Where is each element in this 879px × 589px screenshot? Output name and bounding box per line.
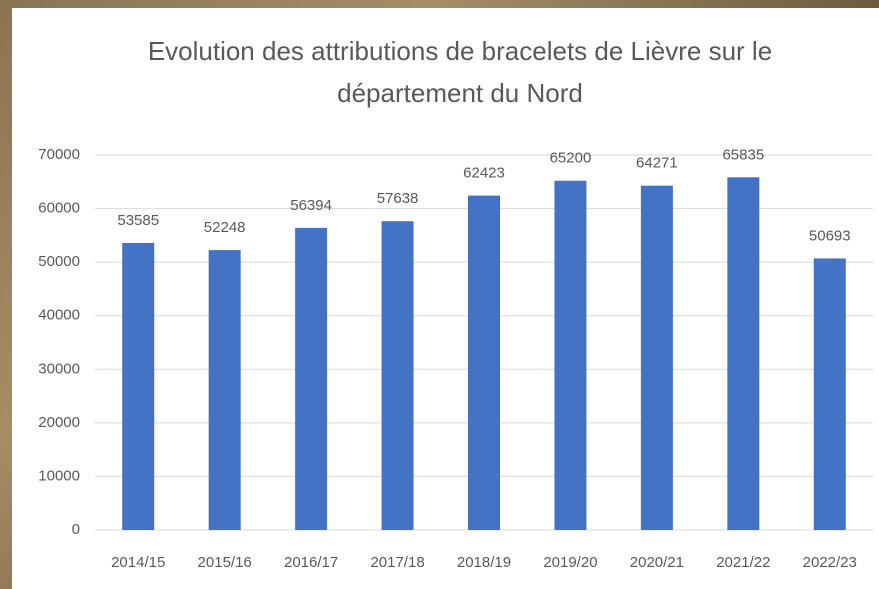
bar	[727, 177, 759, 530]
chart-title: Evolution des attributions de bracelets …	[110, 30, 810, 114]
x-tick-label: 2021/22	[716, 554, 770, 571]
bar	[209, 250, 241, 530]
data-label: 53585	[117, 212, 159, 229]
x-tick-label: 2020/21	[630, 554, 684, 571]
data-label: 65200	[550, 150, 592, 167]
data-label: 64271	[636, 155, 678, 172]
y-tick-label: 40000	[38, 307, 80, 324]
x-tick-label: 2018/19	[457, 554, 511, 571]
data-label: 52248	[204, 219, 246, 236]
x-tick-label: 2015/16	[198, 554, 252, 571]
bar	[554, 181, 586, 530]
bar	[468, 196, 500, 530]
data-label: 65835	[722, 146, 764, 163]
y-tick-label: 70000	[38, 146, 80, 163]
y-tick-label: 60000	[38, 200, 80, 217]
data-label: 62423	[463, 165, 505, 182]
data-label: 50693	[809, 227, 851, 244]
bar	[641, 186, 673, 530]
x-tick-label: 2017/18	[370, 554, 424, 571]
x-tick-label: 2014/15	[111, 554, 165, 571]
y-tick-label: 0	[72, 521, 80, 538]
data-label: 57638	[377, 190, 419, 207]
screen: 0 10000 20000 30000 40000 50000 60000 70000 2014…	[0, 0, 879, 589]
y-tick-label: 30000	[38, 360, 80, 377]
bar	[382, 221, 414, 530]
bar	[295, 228, 327, 530]
x-tick-label: 2022/23	[803, 554, 857, 571]
y-tick-label: 50000	[38, 253, 80, 270]
bar	[122, 243, 154, 530]
x-tick-label: 2016/17	[284, 554, 338, 571]
y-tick-label: 20000	[38, 414, 80, 431]
bar	[814, 258, 846, 530]
x-tick-label: 2019/20	[543, 554, 597, 571]
data-label: 56394	[290, 197, 332, 214]
y-tick-label: 10000	[38, 467, 80, 484]
